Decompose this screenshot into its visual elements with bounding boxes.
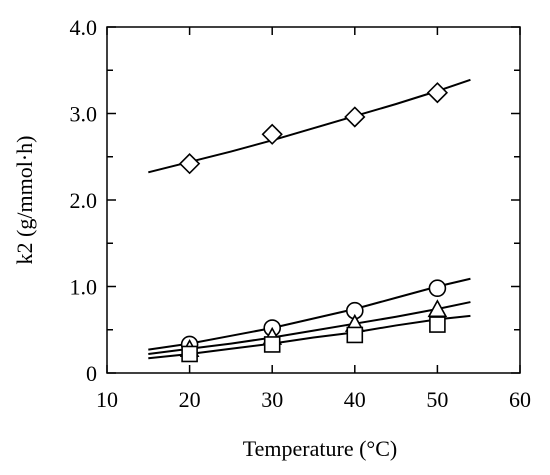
x-tick-label: 40	[344, 387, 366, 412]
data-point-square	[263, 336, 281, 353]
x-tick-label: 60	[509, 387, 531, 412]
x-tick-label: 10	[96, 387, 118, 412]
data-markers	[178, 82, 449, 363]
fit-line-diamond	[148, 78, 471, 174]
data-point-diamond	[261, 123, 283, 145]
x-tick-label: 50	[426, 387, 448, 412]
y-tick-label: 1.0	[70, 275, 98, 300]
fit-line-triangle	[148, 301, 471, 355]
fit-lines	[148, 78, 471, 360]
x-tick-label: 30	[261, 387, 283, 412]
y-tick-label: 0	[86, 361, 97, 386]
data-point-square	[429, 316, 446, 333]
y-tick-label: 3.0	[70, 102, 98, 127]
fit-line-square	[148, 314, 471, 360]
y-axis-ticks: 0 1.0 2.0 3.0 4.0	[70, 15, 520, 386]
plot-frame	[106, 26, 521, 374]
data-point-square	[181, 345, 198, 363]
y-tick-label: 4.0	[70, 15, 98, 40]
x-axis-label: Temperature (°C)	[243, 436, 397, 461]
x-axis-ticks: 10 20 30 40 50 60	[96, 27, 531, 412]
y-tick-label: 2.0	[70, 188, 98, 213]
data-point-diamond	[344, 106, 366, 128]
fit-line-circle	[148, 277, 471, 351]
data-point-circle	[428, 279, 447, 298]
data-point-diamond	[178, 153, 201, 175]
data-point-diamond	[426, 82, 449, 104]
data-point-square	[346, 326, 364, 344]
x-tick-label: 20	[179, 387, 201, 412]
y-axis-label: k2 (g/mmol·h)	[12, 136, 37, 265]
